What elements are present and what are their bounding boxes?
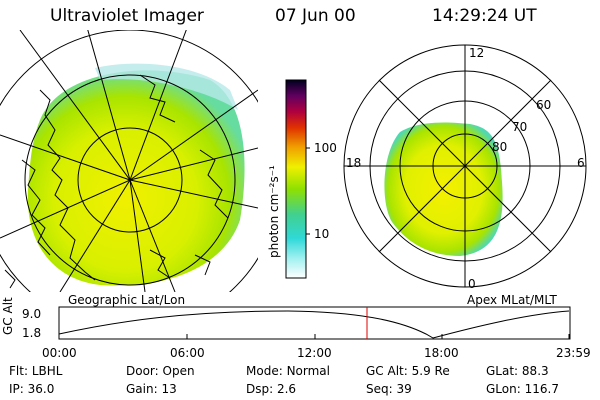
xtick-1800: 18:00 <box>424 346 459 360</box>
altitude-ytick-top: 9.0 <box>22 307 42 321</box>
footer-dsp: Dsp: 2.6 <box>246 382 297 396</box>
footer-glon: GLon: 116.7 <box>486 382 559 396</box>
footer-seq: Seq: 39 <box>366 382 412 396</box>
footer-ip: IP: 36.0 <box>9 382 55 396</box>
lat-70-label: 70 <box>512 120 528 134</box>
altitude-ytick-bottom: 1.8 <box>22 326 42 340</box>
mlt-6-label: 6 <box>577 156 585 170</box>
colorbar: photon cm⁻²s⁻¹ <box>267 79 310 279</box>
instrument-title: Ultraviolet Imager <box>50 6 204 26</box>
altitude-plot <box>58 306 571 340</box>
lat-60-label: 60 <box>536 98 552 112</box>
xtick-1200: 12:00 <box>297 346 332 360</box>
footer-gain: Gain: 13 <box>126 382 177 396</box>
geographic-image <box>0 30 258 292</box>
geographic-caption: Geographic Lat/Lon <box>68 293 186 307</box>
xtick-2359: 23:59 <box>556 346 591 360</box>
footer-door: Door: Open <box>126 364 195 378</box>
mlt-12-label: 12 <box>469 46 485 60</box>
colorbar-tick-10: 10 <box>314 227 330 241</box>
footer-mode: Mode: Normal <box>246 364 330 378</box>
time-label: 14:29:24 UT <box>432 6 537 26</box>
footer-flt: Flt: LBHL <box>9 364 63 378</box>
apex-caption: Apex MLat/MLT <box>467 293 557 307</box>
footer-glat: GLat: 88.3 <box>486 364 549 378</box>
lat-80-label: 80 <box>492 140 508 154</box>
xtick-0600: 06:00 <box>170 346 205 360</box>
colorbar-tick-100: 100 <box>314 141 337 155</box>
altitude-ylabel: GC Alt <box>1 297 15 335</box>
magnetic-polar-plot <box>343 44 587 288</box>
mlt-0-label: 0 <box>468 277 476 291</box>
date-label: 07 Jun 00 <box>275 6 356 26</box>
colorbar-scale <box>285 79 307 279</box>
mlt-18-label: 18 <box>346 156 362 170</box>
colorbar-unit-label: photon cm⁻²s⁻¹ <box>267 165 281 258</box>
xtick-0000: 00:00 <box>42 346 77 360</box>
altitude-curve <box>58 310 570 339</box>
footer-gc-alt: GC Alt: 5.9 Re <box>366 364 450 378</box>
